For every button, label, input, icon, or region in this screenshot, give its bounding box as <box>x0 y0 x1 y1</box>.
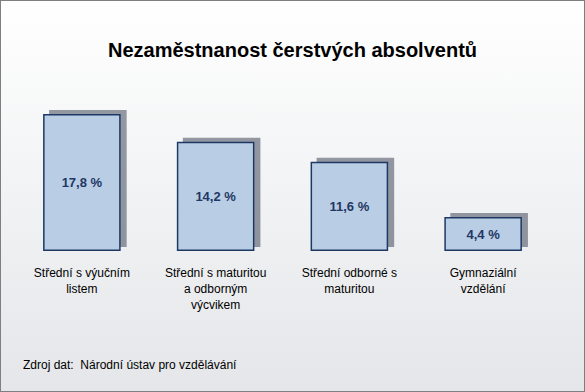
svg-text:Střední s maturitou: Střední s maturitou <box>165 266 266 280</box>
svg-text:Nezaměstnanost čerstvých absol: Nezaměstnanost čerstvých absolventů <box>108 39 477 61</box>
svg-text:14,2 %: 14,2 % <box>195 189 236 204</box>
svg-text:výcvikem: výcvikem <box>191 298 240 312</box>
svg-text:Střední odborné s: Střední odborné s <box>302 266 397 280</box>
svg-text:maturitou: maturitou <box>324 282 374 296</box>
svg-text:11,6 %: 11,6 % <box>329 199 369 214</box>
svg-text:vzdělání: vzdělání <box>461 282 506 296</box>
svg-text:a odborným: a odborným <box>184 282 247 296</box>
svg-text:Zdroj dat: Národní ústav pro: Zdroj dat: Národní ústav pro vzdělávání <box>23 358 237 372</box>
svg-text:Gymnaziální: Gymnaziální <box>450 266 517 280</box>
svg-text:Střední s výučním: Střední s výučním <box>34 266 130 280</box>
svg-text:listem: listem <box>66 282 97 296</box>
svg-text:17,8 %: 17,8 % <box>62 175 103 190</box>
svg-text:4,4 %: 4,4 % <box>467 227 501 242</box>
